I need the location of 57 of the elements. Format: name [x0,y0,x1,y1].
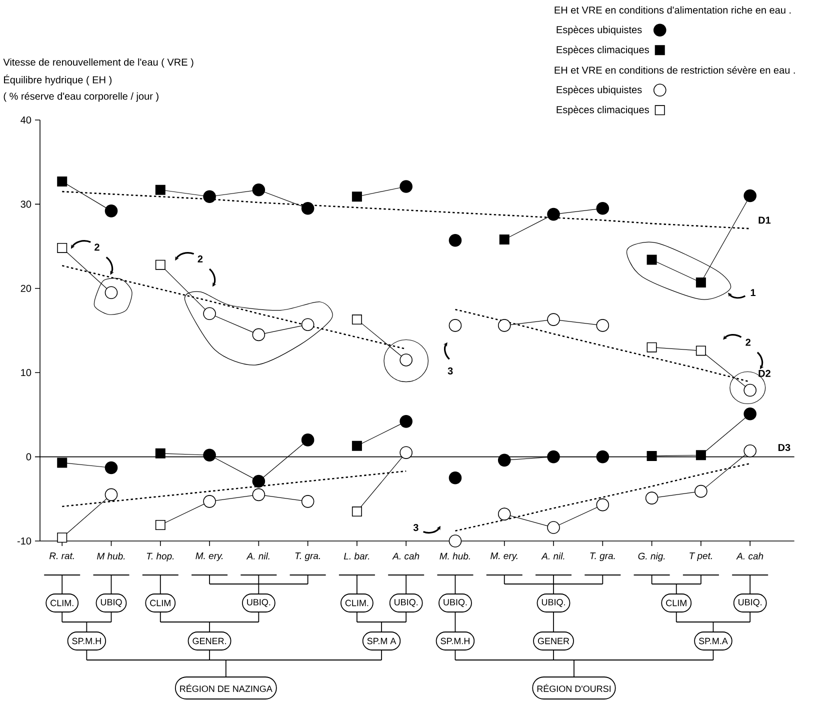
annotation: 2 [94,244,100,251]
legend-label: Espèces climaciques [556,106,649,116]
text: SP.M.H [72,638,101,644]
x-tick-label: R. rat. [49,552,74,560]
x-tick-label: M. hub. [440,552,470,560]
x-tick-label: M hub. [97,552,125,560]
x-tick-label: G. nig. [638,552,665,562]
text: EH et VRE en conditions d'alimentation riche en eau . [554,6,791,14]
text: EH et VRE en conditions de restriction sévère en eau . [554,66,795,74]
text: RÉGION D'OURSI [537,684,611,692]
ref-line-label: D3 [778,444,790,452]
text: UBIQ [100,599,122,607]
x-tick-label: T. gra. [295,552,320,562]
text: GENER [538,638,570,644]
text: CLIM. [345,600,368,606]
text: Équilibre hydrique ( EH ) [4,74,112,86]
text: UBIQ. [247,599,270,607]
y-axis-title: Vitesse de renouvellement de l'eau ( VRE ) [3,58,194,68]
y-tick-label: 40 [20,116,32,124]
legend-label: Espèces ubiquistes [556,86,642,96]
series-label: D2 [758,370,770,377]
x-tick-label: A. nil. [541,552,564,560]
series-label: D1 [758,216,771,224]
x-tick-label: A. nil. [246,552,270,560]
text: SP.M.A [698,638,728,644]
text: UBIQ. [542,599,565,607]
text: GENER. [192,638,226,644]
legend-label: Espèces climaciques [556,46,649,56]
x-tick-label: A. cah [736,552,764,560]
y-tick-label: 30 [20,200,32,208]
y-tick-label: 10 [21,369,32,376]
x-tick-label: L. bar. [344,552,370,560]
text: UBIQ. [444,599,467,607]
y-tick-label: -10 [17,537,32,545]
text: ( % réserve d'eau corporelle / jour ) [4,92,158,102]
x-tick-label: T. gra. [590,552,615,562]
x-tick-label: A. cah [392,552,420,560]
text: UBIQ. [394,599,418,607]
text: CLIM. [50,600,74,606]
text: SP.M.H [440,638,470,644]
text: SP.M A [367,638,396,644]
text: CLIM [666,600,686,606]
annotation: 3 [413,524,418,532]
text: RÉGION DE NAZINGA [180,684,272,692]
x-tick-label: T. hop. [146,552,174,562]
legend-label: Espèces ubiquistes [556,26,642,36]
y-tick-label: 20 [20,284,32,292]
annotation: 3 [448,367,453,374]
x-tick-label: M. ery. [196,552,223,562]
text: CLIM [150,600,170,606]
annotation: 2 [746,338,750,346]
annotation: 1 [750,289,756,296]
y-tick-label: 0 [26,453,32,460]
x-tick-label: M. ery. [490,552,518,562]
text: UBIQ. [738,599,762,607]
x-tick-label: T pet. [690,552,712,562]
annotation: 2 [198,255,203,262]
